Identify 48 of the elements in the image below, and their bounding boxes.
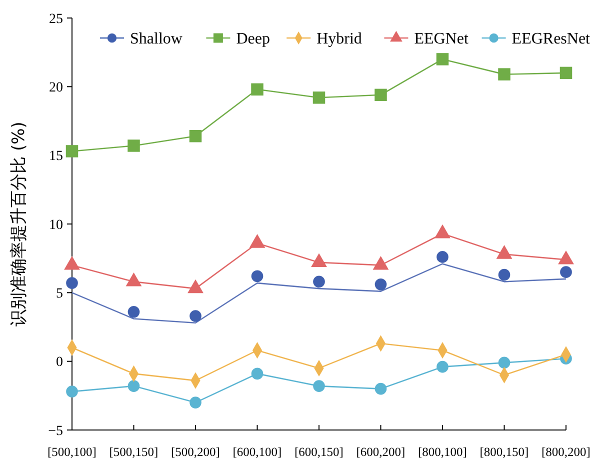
point [190,396,202,408]
point [251,270,264,282]
legend-label: Hybrid [316,30,362,48]
point [66,277,78,289]
point [128,140,140,152]
x-tick-label: [800,150] [480,445,529,459]
y-axis-title: 识别准确率提升百分比 (%) [9,122,29,326]
point [436,53,449,66]
point [560,66,572,80]
point [560,266,572,278]
x-tick-label: [600,100] [232,445,282,459]
point [374,278,387,290]
legend-label: Deep [236,30,270,48]
point [251,368,264,380]
legend-label: Shallow [130,30,183,48]
y-tick-label: 25 [49,12,63,27]
point [313,380,325,392]
x-tick-label: [800,100] [418,445,467,459]
legend-label: EEGResNet [512,30,591,48]
point [374,382,387,395]
point [66,386,78,398]
point [374,88,387,102]
y-tick-label: 5 [56,286,63,302]
x-tick-label: [500,150] [109,445,158,459]
x-tick-label: [600,150] [294,445,344,459]
point [312,92,326,104]
y-tick-label: −5 [48,424,63,439]
point [498,268,510,281]
point [436,360,448,373]
point [498,356,510,369]
point [66,145,78,158]
point [498,68,510,80]
x-tick-label: [600,200] [356,445,406,459]
point [436,251,448,263]
x-tick-label: [500,200] [171,445,220,459]
point [128,380,140,392]
x-tick-label: [500,100] [48,445,96,459]
point [251,83,264,96]
point [313,276,325,288]
point [190,310,202,322]
legend-label: EEGNet [414,30,469,48]
y-tick-label: 0 [56,355,63,370]
x-tick-label: [800,200] [542,445,590,459]
y-tick-label: 15 [49,149,63,164]
point [128,306,140,318]
y-tick-label: 10 [49,218,63,233]
y-tick-label: 20 [49,80,63,96]
point [189,130,202,142]
